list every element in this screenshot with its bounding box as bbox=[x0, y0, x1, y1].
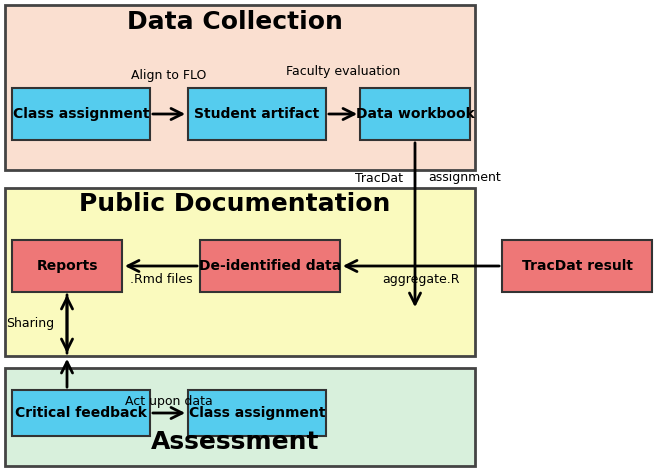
Text: Faculty evaluation: Faculty evaluation bbox=[286, 65, 400, 78]
Text: Assessment: Assessment bbox=[151, 430, 320, 454]
Text: TracDat: TracDat bbox=[355, 172, 403, 184]
Text: TracDat result: TracDat result bbox=[522, 259, 633, 273]
Text: Data workbook: Data workbook bbox=[355, 107, 474, 121]
Bar bbox=[360, 88, 470, 140]
Text: Reports: Reports bbox=[36, 259, 97, 273]
Text: aggregate.R: aggregate.R bbox=[383, 273, 459, 286]
Text: Student artifact: Student artifact bbox=[194, 107, 320, 121]
Text: Data Collection: Data Collection bbox=[127, 10, 343, 34]
Text: Align to FLO: Align to FLO bbox=[131, 69, 207, 82]
Bar bbox=[5, 5, 475, 170]
Bar bbox=[5, 188, 475, 356]
Text: De-identified data: De-identified data bbox=[199, 259, 341, 273]
Bar bbox=[5, 368, 475, 466]
Text: Sharing: Sharing bbox=[6, 317, 54, 331]
Text: .Rmd files: .Rmd files bbox=[130, 273, 192, 286]
Text: Act upon data: Act upon data bbox=[125, 395, 213, 408]
Text: Public Documentation: Public Documentation bbox=[80, 192, 391, 216]
Bar bbox=[12, 88, 150, 140]
Bar bbox=[188, 88, 326, 140]
Text: Class assignment: Class assignment bbox=[13, 107, 149, 121]
Text: assignment: assignment bbox=[428, 172, 501, 184]
Bar bbox=[12, 240, 122, 292]
Bar bbox=[200, 240, 340, 292]
Bar bbox=[12, 390, 150, 436]
Bar bbox=[188, 390, 326, 436]
Text: Critical feedback: Critical feedback bbox=[15, 406, 147, 420]
Bar bbox=[502, 240, 652, 292]
Text: Class assignment: Class assignment bbox=[189, 406, 326, 420]
